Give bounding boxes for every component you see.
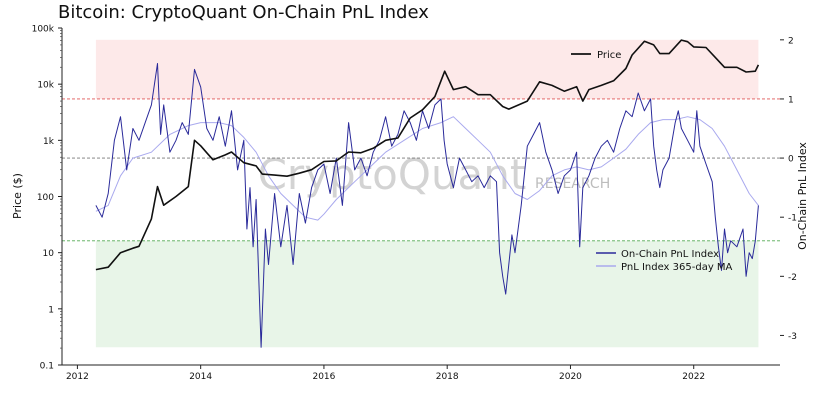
series-layer: [95, 39, 760, 348]
legend-pnl: On-Chain PnL Index PnL Index 365-day MA: [596, 249, 733, 273]
x-tick-label: 2020: [559, 372, 582, 382]
right-axis-title: On-Chain PnL Index: [796, 142, 809, 250]
left-tick-label: 1k: [43, 137, 55, 147]
watermark: CryptoQuant: [258, 150, 527, 199]
right-tick-label: 2: [788, 36, 794, 46]
x-tick-label: 2016: [312, 372, 335, 382]
right-tick-label: -3: [788, 332, 797, 342]
legend-price-label: Price: [597, 50, 621, 61]
series-line-on-chain-pnl-index: [95, 63, 759, 348]
right-axis: 2 1 0 -1 -2 -3: [780, 36, 797, 342]
x-tick-label: 2022: [682, 372, 705, 382]
zone-0: [95, 39, 759, 99]
legend-price: Price: [571, 50, 621, 61]
left-tick-label: 10: [43, 249, 55, 259]
left-tick-label: 100k: [32, 25, 55, 35]
left-tick-label: 10k: [37, 81, 54, 91]
legend-ma-label: PnL Index 365-day MA: [621, 262, 733, 273]
zones-layer: [95, 39, 759, 348]
right-tick-label: -1: [788, 214, 797, 224]
chart-title: Bitcoin: CryptoQuant On-Chain PnL Index: [58, 2, 429, 23]
x-tick-label: 2012: [66, 372, 89, 382]
bottom-axis: 2012 2014 2016 2018 2020 2022: [62, 364, 780, 382]
left-tick-label: 1: [48, 305, 54, 315]
left-tick-label: 100: [37, 193, 54, 203]
left-axis: 100k 10k 1k 100 10 1 0.1: [32, 25, 63, 372]
left-axis-title: Price ($): [11, 173, 24, 219]
series-line-pnl-index-365-day-ma: [95, 116, 759, 221]
watermark-sub: RESEARCH: [535, 176, 610, 192]
left-tick-label: 0.1: [40, 362, 54, 372]
x-tick-label: 2014: [189, 372, 212, 382]
x-tick-label: 2018: [436, 372, 459, 382]
legend-pnl-label: On-Chain PnL Index: [621, 249, 719, 260]
right-tick-label: -2: [788, 273, 797, 283]
series-line-price: [95, 39, 760, 271]
zone-1: [95, 240, 759, 348]
right-tick-label: 0: [788, 155, 794, 165]
right-tick-label: 1: [788, 95, 794, 105]
